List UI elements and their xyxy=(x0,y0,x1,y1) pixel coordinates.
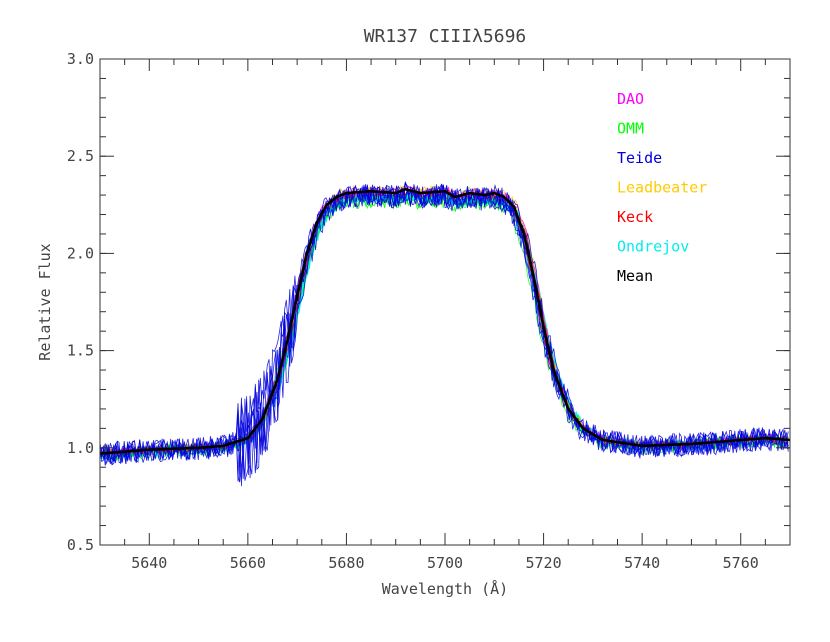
plot-frame xyxy=(99,58,791,546)
legend-entry-mean: Mean xyxy=(617,267,653,285)
ticks-layer: 5640 5660 5680 5700 5720 5740 5760 0.5 1.0 1.5 2.0… xyxy=(67,50,791,572)
series-line-ondrejov xyxy=(100,190,789,459)
series-line-omm xyxy=(100,193,789,462)
y-axis-label: Relative Flux xyxy=(36,243,54,360)
legend-entry-omm: OMM xyxy=(617,120,644,138)
series-line-teide xyxy=(100,180,789,468)
x-tick-label: 5700 xyxy=(427,554,463,572)
legend-entry-ondrejov: Ondrejov xyxy=(617,238,689,256)
series-line-ondrejov xyxy=(100,191,790,460)
y-tick-label: 0.5 xyxy=(67,536,94,554)
x-tick-label: 5640 xyxy=(131,554,167,572)
series-line-dao xyxy=(100,185,789,458)
y-tick-label: 1.0 xyxy=(67,439,94,457)
series-line-ondrejov xyxy=(100,189,789,461)
series-line-leadbeater xyxy=(100,183,789,457)
series-line-dao xyxy=(100,186,789,459)
x-tick-label: 5720 xyxy=(526,554,562,572)
series-line-teide xyxy=(100,183,789,479)
legend-entry-teide: Teide xyxy=(617,149,662,167)
legend: DAO OMM Teide Leadbeater Keck Ondrejov Mean xyxy=(617,90,707,285)
series-line-keck xyxy=(100,188,789,457)
x-tick-label: 5680 xyxy=(328,554,364,572)
series-line-leadbeater xyxy=(100,183,789,458)
legend-entry-keck: Keck xyxy=(617,208,653,226)
x-tick-label: 5740 xyxy=(624,554,660,572)
x-tick-label: 5760 xyxy=(723,554,759,572)
x-axis-label: Wavelength (Å) xyxy=(382,579,508,598)
series-layer xyxy=(100,180,790,487)
series-line-keck xyxy=(100,188,789,459)
legend-entry-dao: DAO xyxy=(617,90,644,108)
y-tick-label: 1.5 xyxy=(67,342,94,360)
y-tick-label: 3.0 xyxy=(67,50,94,68)
series-line-omm xyxy=(100,194,789,461)
y-tick-label: 2.0 xyxy=(67,244,94,262)
chart-title: WR137 CIIIλ5696 xyxy=(364,26,527,47)
legend-entry-leadbeater: Leadbeater xyxy=(617,179,707,197)
series-line-ondrejov xyxy=(100,191,789,460)
y-tick-label: 2.5 xyxy=(67,147,94,165)
series-line-teide xyxy=(100,183,789,481)
series-line-mean xyxy=(100,187,790,455)
x-tick-label: 5660 xyxy=(230,554,266,572)
